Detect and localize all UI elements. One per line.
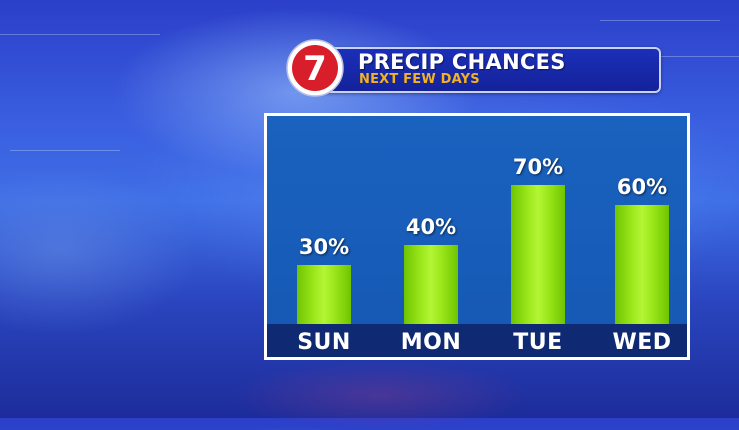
title-bar — [318, 47, 661, 93]
chart-title: PRECIP CHANCES — [358, 50, 566, 74]
x-tick-label: WED — [612, 330, 672, 355]
bar-mon — [404, 244, 458, 324]
bar-sun — [297, 264, 351, 324]
background-glow — [230, 360, 530, 430]
plot-area: 30% 40% 70% 60% — [267, 116, 687, 324]
bar-value-label: 70% — [512, 155, 564, 180]
bar-value-label: 60% — [616, 175, 668, 200]
x-tick-label: TUE — [513, 330, 563, 355]
x-axis-band — [267, 324, 687, 357]
bar-tue — [511, 185, 565, 324]
background-streak — [660, 56, 739, 57]
x-tick-label: MON — [400, 330, 462, 355]
logo-text: 7 — [303, 49, 327, 89]
x-tick-label: SUN — [297, 330, 351, 355]
bar-wed — [615, 205, 669, 324]
background-streak — [10, 150, 120, 151]
chart-panel: 30% 40% 70% 60% SUN MON TUE WED — [264, 113, 690, 360]
channel-7-logo: 7 — [286, 39, 344, 97]
background-streak — [600, 20, 720, 21]
background-streak — [0, 34, 160, 35]
chart-subtitle: NEXT FEW DAYS — [359, 72, 480, 87]
bar-value-label: 30% — [298, 234, 350, 259]
bar-value-label: 40% — [405, 214, 457, 239]
